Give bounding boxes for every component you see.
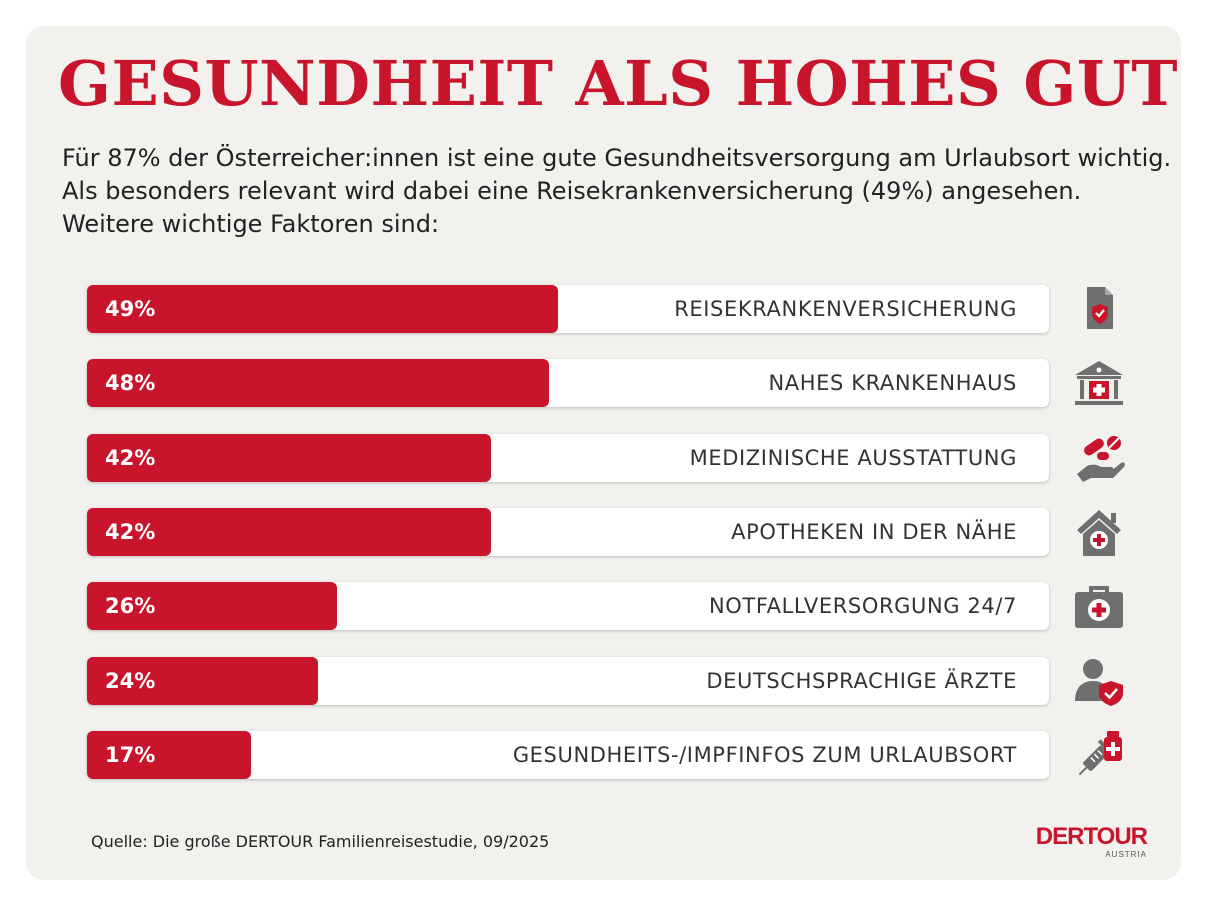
bar-row: 24% DEUTSCHSPRACHIGE ÄRZTE bbox=[87, 657, 1049, 705]
bar-row: 48% NAHES KRANKENHAUS bbox=[87, 359, 1049, 407]
dertour-logo: DERTOUR AUSTRIA bbox=[1035, 823, 1148, 860]
vaccine-icon bbox=[1078, 731, 1122, 776]
source-note: Quelle: Die große DERTOUR Familienreises… bbox=[91, 832, 550, 851]
bar bbox=[87, 582, 338, 630]
bar-category-label: NOTFALLVERSORGUNG 24/7 bbox=[708, 594, 1017, 618]
medicine-hand-icon bbox=[1077, 436, 1125, 482]
bar bbox=[87, 285, 559, 333]
bar-row: 26% NOTFALLVERSORGUNG 24/7 bbox=[87, 582, 1049, 630]
bar-value-label: 24% bbox=[105, 669, 156, 693]
bar-category-label: REISEKRANKENVERSICHERUNG bbox=[674, 297, 1017, 321]
insurance-document-icon bbox=[1087, 287, 1113, 329]
bar-value-label: 49% bbox=[105, 297, 156, 321]
first-aid-kit-icon bbox=[1075, 586, 1123, 628]
intro-text: Für 87% der Österreicher:innen ist eine … bbox=[62, 142, 1172, 241]
bar-row: 49% REISEKRANKENVERSICHERUNG bbox=[87, 285, 1049, 333]
bar-category-label: GESUNDHEITS-/IMPFINFOS ZUM URLAUBSORT bbox=[512, 743, 1017, 767]
bar-value-label: 42% bbox=[105, 446, 156, 470]
logo-subtitle: AUSTRIA bbox=[1105, 850, 1147, 859]
page-title: GESUNDHEIT ALS HOHES GUT bbox=[58, 47, 1179, 120]
bar-row: 42% APOTHEKEN IN DER NÄHE bbox=[87, 508, 1049, 556]
intro-line: Weitere wichtige Faktoren sind: bbox=[62, 210, 440, 238]
bar-category-label: DEUTSCHSPRACHIGE ÄRZTE bbox=[706, 669, 1017, 693]
bar-value-label: 26% bbox=[105, 594, 156, 618]
pharmacy-icon bbox=[1077, 510, 1121, 556]
doctor-icon bbox=[1075, 659, 1123, 706]
bar-category-label: MEDIZINISCHE AUSSTATTUNG bbox=[689, 446, 1017, 470]
bar-row: 42% MEDIZINISCHE AUSSTATTUNG bbox=[87, 434, 1049, 482]
bar bbox=[87, 434, 492, 482]
bar-value-label: 42% bbox=[105, 520, 156, 544]
bar bbox=[87, 508, 492, 556]
hospital-icon bbox=[1075, 361, 1123, 405]
bar-category-label: APOTHEKEN IN DER NÄHE bbox=[731, 520, 1017, 544]
bar bbox=[87, 731, 251, 779]
bar-value-label: 17% bbox=[105, 743, 156, 767]
bar-category-label: NAHES KRANKENHAUS bbox=[768, 371, 1017, 395]
bar-row: 17% GESUNDHEITS-/IMPFINFOS ZUM URLAUBSORT bbox=[87, 731, 1049, 779]
intro-line: Als besonders relevant wird dabei eine R… bbox=[62, 177, 1082, 205]
intro-line: Für 87% der Österreicher:innen ist eine … bbox=[62, 144, 1172, 172]
logo-wordmark: DERTOUR bbox=[1035, 823, 1148, 850]
bar-value-label: 48% bbox=[105, 371, 156, 395]
bar bbox=[87, 657, 318, 705]
bar bbox=[87, 359, 549, 407]
